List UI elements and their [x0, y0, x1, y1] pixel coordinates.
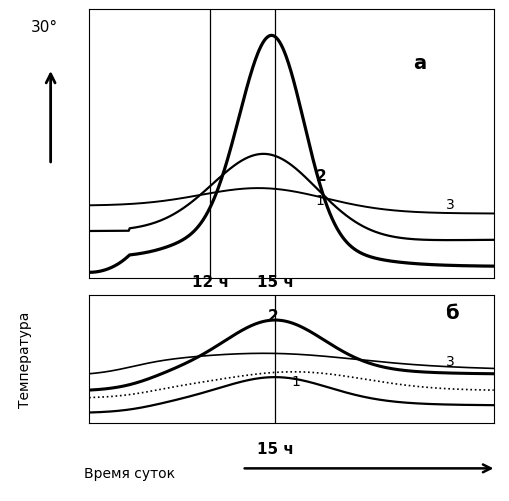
- Text: 15 ч: 15 ч: [257, 275, 294, 289]
- Text: 30°: 30°: [31, 20, 58, 35]
- Text: 3: 3: [446, 197, 455, 211]
- Text: 1: 1: [316, 193, 325, 207]
- Text: 2: 2: [316, 169, 326, 184]
- Text: 15 ч: 15 ч: [257, 441, 294, 456]
- Text: Время суток: Время суток: [84, 466, 175, 480]
- Text: 3: 3: [446, 355, 455, 368]
- Text: 2: 2: [267, 309, 278, 324]
- Text: 1: 1: [292, 374, 301, 388]
- Text: 12 ч: 12 ч: [192, 275, 229, 289]
- Text: Температура: Температура: [18, 312, 33, 407]
- Text: б: б: [445, 304, 459, 323]
- Text: а: а: [413, 54, 426, 73]
